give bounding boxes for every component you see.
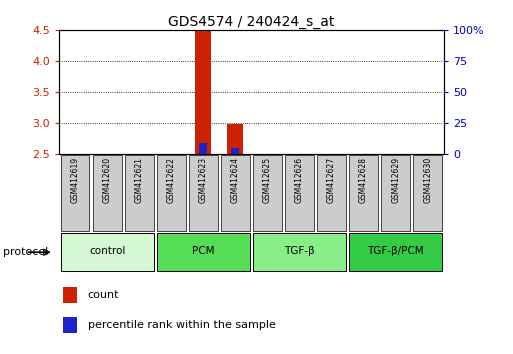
Text: GSM412624: GSM412624 <box>231 157 240 203</box>
FancyBboxPatch shape <box>381 155 410 231</box>
FancyBboxPatch shape <box>317 155 346 231</box>
Text: GSM412625: GSM412625 <box>263 157 272 203</box>
Bar <box>231 148 240 154</box>
Text: GSM412619: GSM412619 <box>70 157 80 203</box>
FancyBboxPatch shape <box>413 155 442 231</box>
FancyBboxPatch shape <box>61 234 153 271</box>
Text: GSM412627: GSM412627 <box>327 157 336 203</box>
FancyBboxPatch shape <box>253 234 346 271</box>
Bar <box>199 143 207 154</box>
Bar <box>63 317 77 333</box>
Text: PCM: PCM <box>192 246 214 256</box>
FancyBboxPatch shape <box>349 155 378 231</box>
FancyBboxPatch shape <box>285 155 314 231</box>
Text: GSM412630: GSM412630 <box>423 157 432 203</box>
Bar <box>195 31 211 154</box>
Text: GSM412622: GSM412622 <box>167 157 176 203</box>
Text: GSM412628: GSM412628 <box>359 157 368 203</box>
FancyBboxPatch shape <box>93 155 122 231</box>
Title: GDS4574 / 240424_s_at: GDS4574 / 240424_s_at <box>168 15 334 29</box>
Text: count: count <box>88 290 120 300</box>
Text: percentile rank within the sample: percentile rank within the sample <box>88 320 275 330</box>
FancyBboxPatch shape <box>253 155 282 231</box>
FancyBboxPatch shape <box>349 234 442 271</box>
Text: GSM412620: GSM412620 <box>103 157 112 203</box>
FancyBboxPatch shape <box>157 155 186 231</box>
Text: GSM412623: GSM412623 <box>199 157 208 203</box>
Bar <box>63 287 77 303</box>
FancyBboxPatch shape <box>189 155 218 231</box>
Bar <box>227 124 243 154</box>
Text: GSM412629: GSM412629 <box>391 157 400 203</box>
FancyBboxPatch shape <box>221 155 250 231</box>
Text: GSM412626: GSM412626 <box>295 157 304 203</box>
Text: control: control <box>89 246 125 256</box>
Text: GSM412621: GSM412621 <box>134 157 144 203</box>
FancyBboxPatch shape <box>157 234 250 271</box>
FancyBboxPatch shape <box>125 155 153 231</box>
Text: TGF-β/PCM: TGF-β/PCM <box>367 246 424 256</box>
Text: protocol: protocol <box>3 247 48 257</box>
Text: TGF-β: TGF-β <box>284 246 315 256</box>
FancyBboxPatch shape <box>61 155 89 231</box>
